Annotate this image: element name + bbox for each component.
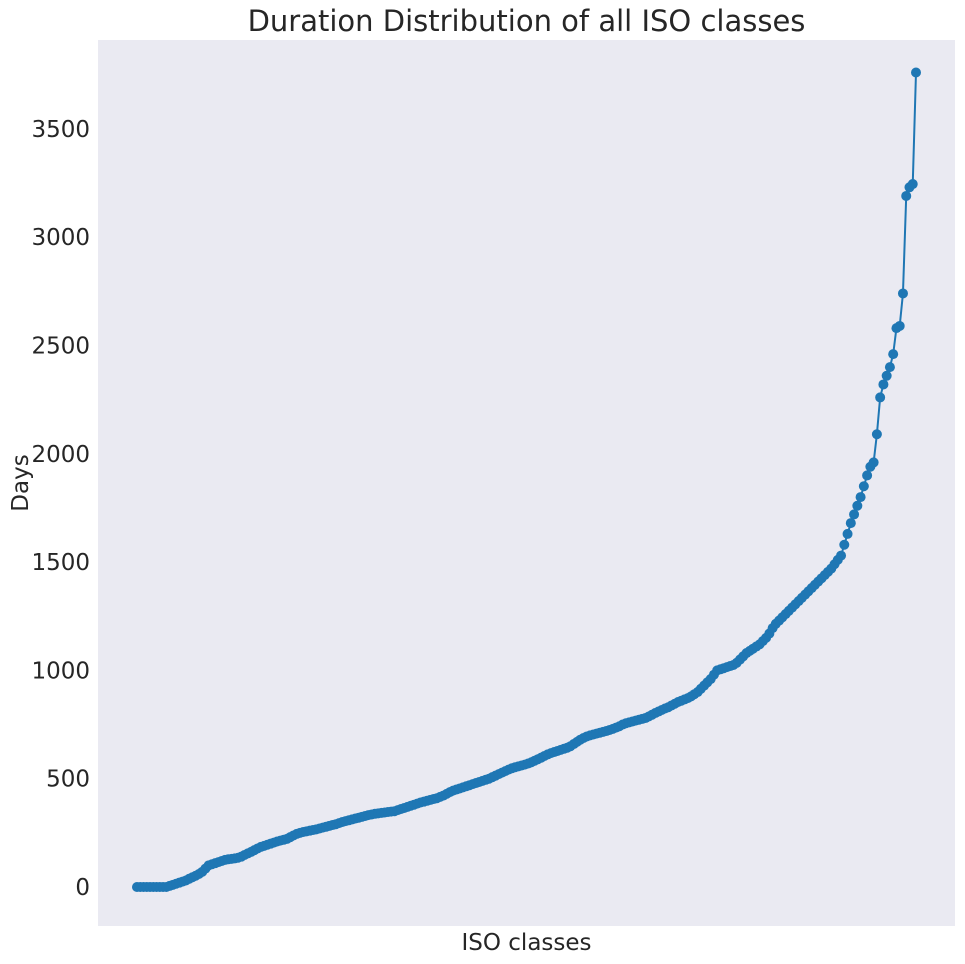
data-point — [907, 179, 918, 190]
data-point — [845, 518, 856, 529]
y-tick-label: 2500 — [31, 333, 90, 359]
data-point — [868, 457, 879, 468]
y-axis-ticks: 0 500 1000 1500 2000 2500 3000 3500 — [31, 117, 90, 901]
data-point — [849, 509, 860, 520]
data-point — [852, 500, 863, 511]
y-axis-label: Days — [8, 454, 34, 511]
series-line-group — [132, 67, 921, 893]
data-point — [901, 190, 912, 201]
plot-area — [98, 40, 955, 926]
y-tick-label: 2000 — [31, 442, 90, 468]
data-point — [894, 320, 905, 331]
chart-title: Duration Distribution of all ISO classes — [248, 4, 806, 38]
data-point — [888, 349, 899, 360]
data-point — [858, 481, 869, 492]
y-tick-label: 3000 — [31, 225, 90, 251]
data-point — [839, 539, 850, 550]
data-point — [884, 362, 895, 373]
y-tick-label: 1000 — [31, 658, 90, 684]
y-tick-label: 3500 — [31, 117, 90, 143]
data-point — [836, 550, 847, 561]
x-axis-label: ISO classes — [461, 930, 591, 956]
y-tick-label: 1500 — [31, 550, 90, 576]
data-point — [878, 379, 889, 390]
data-point — [855, 492, 866, 503]
data-point — [871, 429, 882, 440]
data-point — [881, 370, 892, 381]
data-point — [862, 470, 873, 481]
data-point — [911, 67, 921, 78]
y-tick-label: 500 — [46, 767, 90, 793]
data-point — [842, 528, 853, 539]
data-point — [875, 392, 886, 403]
y-tick-label: 0 — [75, 875, 90, 901]
data-point — [897, 288, 908, 299]
